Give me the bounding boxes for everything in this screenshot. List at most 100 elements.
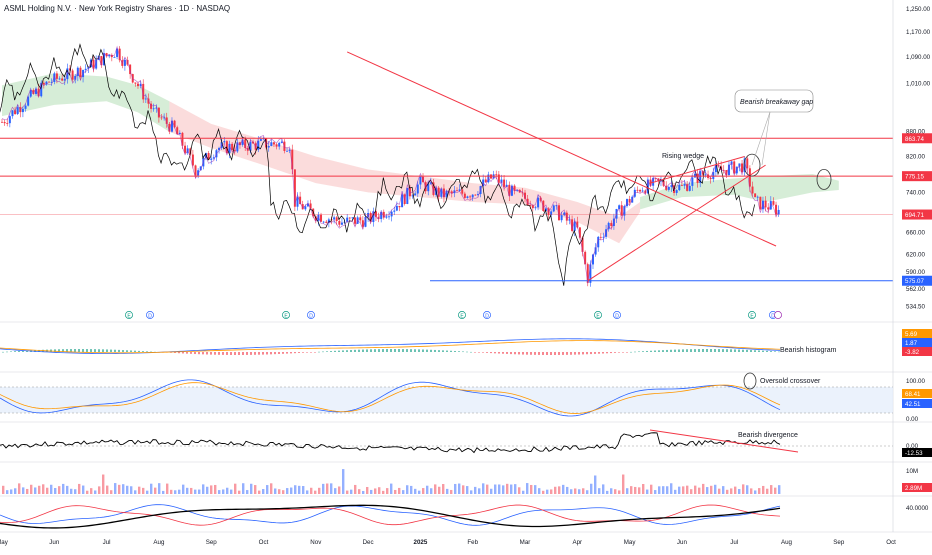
- volume-bar: [422, 488, 425, 494]
- candle: [448, 190, 451, 192]
- volume-bar: [458, 483, 461, 494]
- wedge-lower: [587, 164, 766, 282]
- event-marker-label: E: [460, 314, 464, 320]
- macd-bar: [722, 349, 724, 352]
- candle: [429, 182, 432, 184]
- volume-bar: [222, 489, 225, 494]
- macd-bar: [22, 350, 24, 352]
- candle: [267, 146, 270, 148]
- macd-bar: [406, 349, 408, 352]
- macd-bar: [622, 352, 624, 353]
- candle: [557, 205, 560, 221]
- macd-bar: [142, 351, 144, 352]
- macd-bar: [262, 352, 264, 355]
- candle: [584, 251, 587, 265]
- macd-bar: [254, 352, 256, 355]
- macd-bar: [94, 349, 96, 352]
- time-axis-label: Dec: [363, 539, 374, 546]
- macd-bar: [122, 350, 124, 352]
- candle: [66, 68, 69, 80]
- volume-bar: [454, 483, 457, 494]
- candle: [42, 82, 45, 85]
- candle: [416, 184, 419, 194]
- volume-bar: [634, 486, 637, 494]
- candle: [291, 149, 294, 170]
- macd-signal: [0, 340, 781, 354]
- candle: [359, 217, 362, 221]
- macd-bar: [586, 352, 588, 355]
- volume-bar: [642, 484, 645, 494]
- candle: [445, 190, 448, 198]
- macd-bar: [554, 352, 556, 355]
- candle: [71, 70, 74, 80]
- volume-bar: [322, 483, 325, 494]
- candle: [654, 178, 657, 179]
- candle: [534, 207, 537, 209]
- macd-bar: [178, 352, 180, 354]
- macd-bar: [26, 350, 28, 352]
- macd-bar: [74, 349, 76, 352]
- ichimoku-cloud-bull-2: [640, 173, 839, 210]
- oscillator-panel: Bearish divergence 0.00-12.53: [0, 429, 932, 457]
- candle: [597, 236, 600, 248]
- candle: [714, 165, 717, 173]
- macd-bar: [298, 352, 300, 353]
- time-axis-label: Aug: [153, 539, 165, 546]
- volume-bar: [618, 490, 621, 494]
- macd-badge: [902, 338, 932, 347]
- candle: [456, 190, 459, 192]
- candle: [364, 216, 367, 227]
- volume-bar: [398, 487, 401, 494]
- price-badge-label: 575.07: [905, 278, 924, 285]
- candle: [756, 196, 759, 198]
- macd-badge-label: 1.87: [905, 340, 918, 347]
- volume-bar: [314, 490, 317, 494]
- candle: [144, 98, 147, 100]
- candle: [95, 59, 98, 69]
- volume-bar: [678, 486, 681, 494]
- macd-bar: [542, 352, 544, 355]
- candle: [699, 171, 702, 183]
- macd-bar: [442, 350, 444, 352]
- candle: [738, 163, 741, 167]
- macd-bar: [10, 351, 12, 353]
- macd-bar: [686, 349, 688, 352]
- candle: [293, 169, 296, 207]
- candle: [555, 205, 558, 207]
- candle: [322, 221, 325, 223]
- candle: [210, 158, 213, 160]
- volume-bar: [718, 488, 721, 494]
- macd-bar: [654, 350, 656, 352]
- candle: [516, 189, 519, 191]
- macd-bar: [314, 352, 316, 353]
- macd-bar: [482, 352, 484, 353]
- volume-bar: [706, 487, 709, 494]
- event-marker-label: E: [127, 314, 131, 320]
- gap-circle: [743, 153, 761, 177]
- volume-bar: [478, 488, 481, 494]
- macd-bar: [706, 349, 708, 352]
- macd-bar: [642, 351, 644, 352]
- candle: [197, 170, 200, 176]
- candle: [50, 81, 53, 83]
- macd-bar: [346, 350, 348, 352]
- macd-bar: [666, 349, 668, 352]
- macd-bar: [774, 351, 776, 352]
- macd-bar: [698, 349, 700, 352]
- volume-bar: [206, 486, 209, 494]
- volume-bar: [198, 489, 201, 494]
- macd-bar: [414, 349, 416, 352]
- volume-bar: [462, 485, 465, 494]
- ichimoku-cloud-bear: [169, 101, 641, 244]
- candle: [207, 153, 210, 160]
- ichimoku-cloud-bull: [2, 73, 170, 132]
- volume-bar: [290, 487, 293, 494]
- dmi-plus: [0, 504, 781, 526]
- macd-bar: [454, 350, 456, 352]
- candle: [142, 83, 145, 100]
- macd-bar: [326, 351, 328, 352]
- volume-bar: [578, 489, 581, 494]
- candle: [361, 220, 364, 227]
